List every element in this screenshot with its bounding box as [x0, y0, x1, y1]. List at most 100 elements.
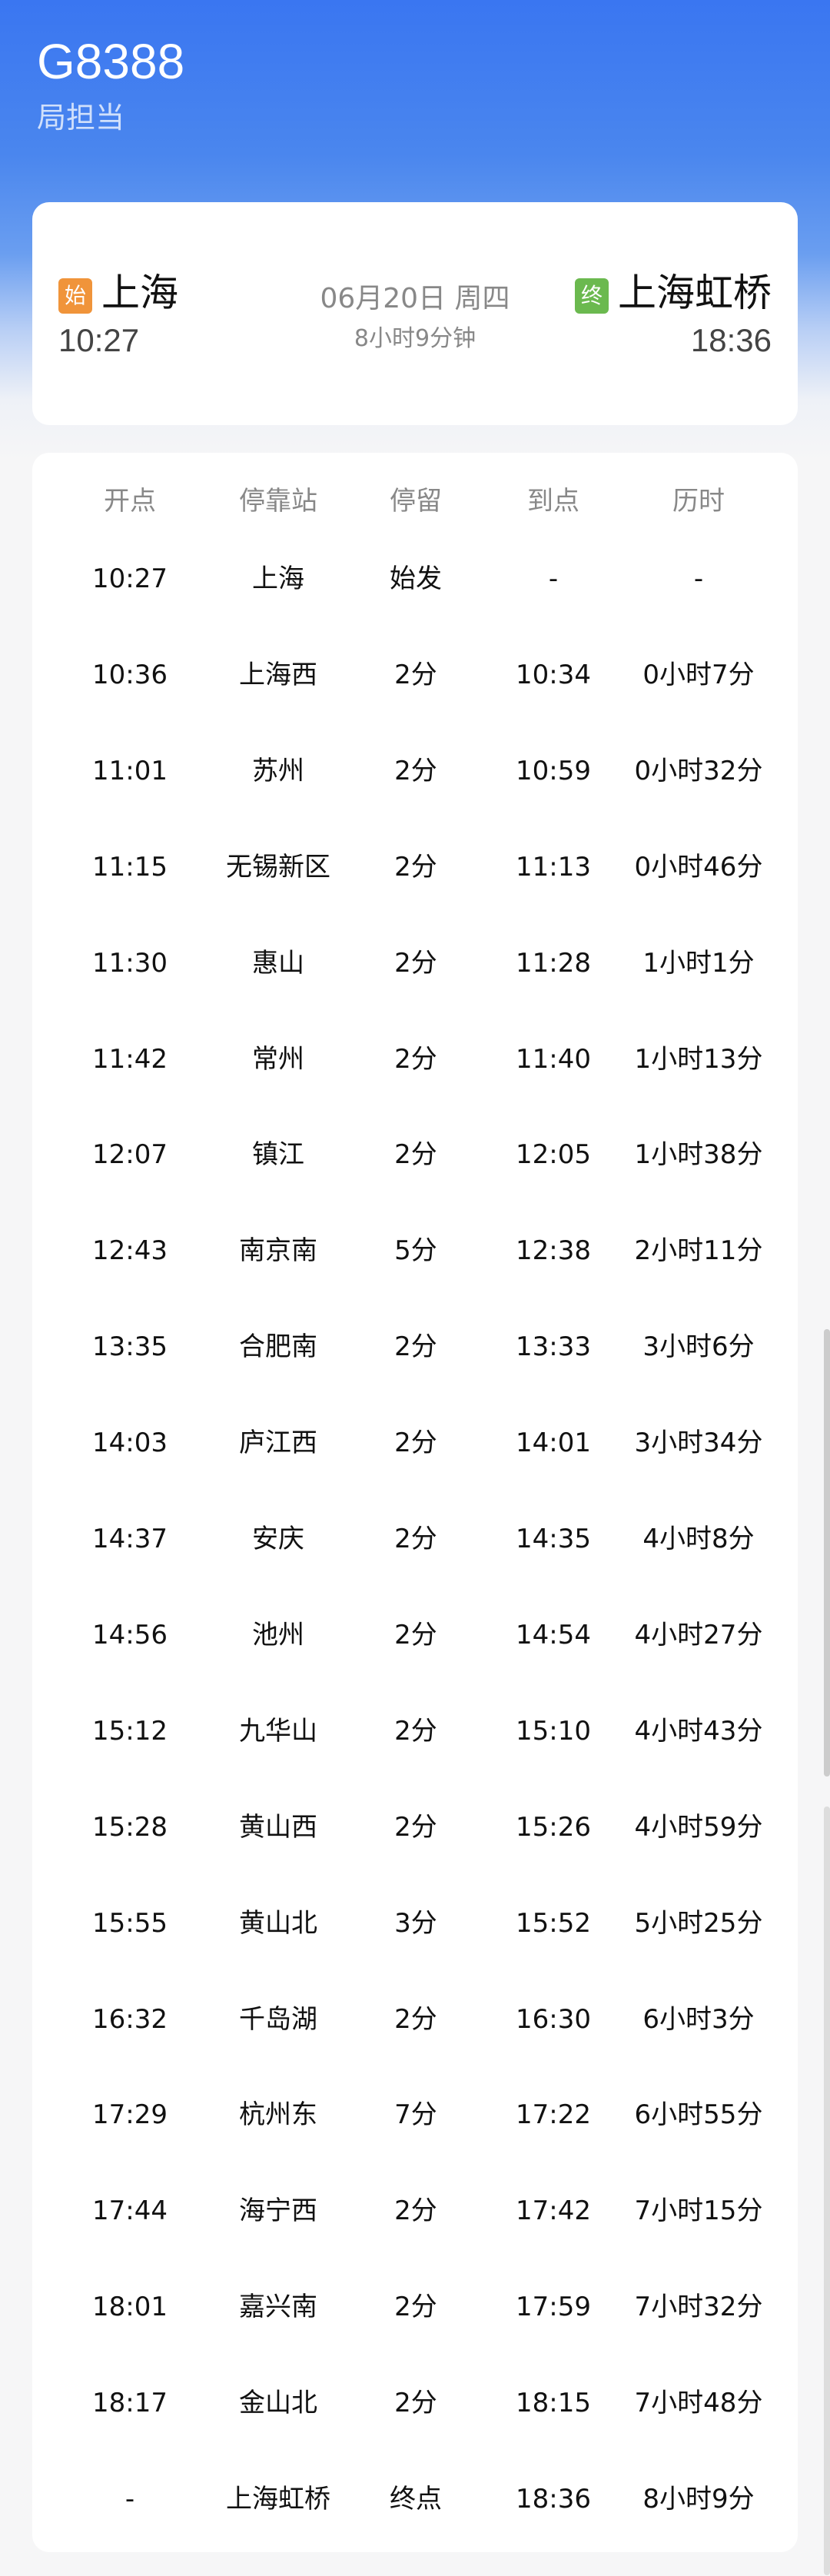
start-badge: 始: [58, 278, 92, 314]
destination: 终上海虹桥: [575, 270, 772, 316]
station: 千岛湖: [239, 2003, 317, 2035]
stop-duration: 2分: [394, 1043, 437, 1075]
stop-duration: 2分: [394, 1139, 437, 1171]
bureau-label: 局担当: [37, 101, 125, 135]
table-row: 17:44 海宁西 2分 17:42 7小时15分: [32, 2188, 798, 2234]
stop-duration: 2分: [394, 1428, 437, 1459]
station: 常州: [252, 1043, 304, 1075]
stop-duration: 终点: [390, 2484, 442, 2515]
table-row: 12:43 南京南 5分 12:38 2小时11分: [32, 1228, 798, 1274]
table-row: 10:27 上海 始发 - -: [32, 556, 798, 602]
elapsed: 1小时1分: [642, 947, 755, 979]
elapsed: 0小时32分: [634, 755, 763, 786]
station: 安庆: [252, 1524, 304, 1554]
arrive-time: 17:42: [516, 2195, 591, 2227]
arrive-time: 15:52: [516, 1907, 591, 1939]
depart-time: 12:07: [92, 1139, 168, 1171]
arrive-time: 11:40: [516, 1043, 591, 1075]
col-station: 停靠站: [239, 486, 317, 517]
stop-duration: 2分: [394, 947, 437, 979]
elapsed: 4小时43分: [634, 1715, 763, 1747]
depart-time: 14:37: [92, 1524, 168, 1554]
arrive-time: 16:30: [516, 2003, 591, 2035]
table-row: 14:03 庐江西 2分 14:01 3小时34分: [32, 1420, 798, 1466]
elapsed: 6小时55分: [634, 2099, 763, 2131]
stop-duration: 2分: [394, 2292, 437, 2323]
col-arrive: 到点: [527, 486, 579, 517]
depart-time: 16:32: [92, 2003, 168, 2035]
table-row: 17:29 杭州东 7分 17:22 6小时55分: [32, 2092, 798, 2138]
table-row: 15:55 黄山北 3分 15:52 5小时25分: [32, 1900, 798, 1946]
stop-duration: 2分: [394, 851, 437, 882]
elapsed: 4小时27分: [634, 1619, 763, 1650]
stop-duration: 始发: [390, 563, 442, 594]
trip-summary-card: 始上海 10:27 06月20日 周四 8小时9分钟 终上海虹桥 18:36: [32, 202, 798, 425]
stop-duration: 2分: [394, 1524, 437, 1554]
depart-time: 10:27: [92, 563, 168, 594]
depart-time: 14:56: [92, 1619, 168, 1650]
destination-station: 上海虹桥: [618, 271, 772, 315]
stop-duration: 2分: [394, 2195, 437, 2227]
train-number: G8388: [37, 34, 185, 89]
station: 上海西: [239, 659, 317, 690]
origin: 始上海: [58, 270, 178, 316]
departure-time: 10:27: [58, 322, 140, 358]
arrive-time: 10:59: [516, 755, 591, 786]
scrollbar[interactable]: [824, 1329, 830, 1777]
table-row: - 上海虹桥 终点 18:36 8小时9分: [32, 2476, 798, 2522]
stops-table: 开点 停靠站 停留 到点 历时 10:27 上海 始发 - -10:36 上海西 2分 10:…: [32, 453, 798, 2552]
station: 池州: [252, 1619, 304, 1650]
depart-time: 11:15: [92, 851, 168, 882]
table-row: 14:56 池州 2分 14:54 4小时27分: [32, 1612, 798, 1658]
elapsed: 4小时59分: [634, 1811, 763, 1843]
table-row: 12:07 镇江 2分 12:05 1小时38分: [32, 1132, 798, 1178]
station: 金山北: [239, 2388, 317, 2419]
stop-duration: 2分: [394, 1715, 437, 1747]
stop-duration: 2分: [394, 659, 437, 690]
elapsed: 4小时8分: [642, 1524, 755, 1554]
elapsed: 7小时48分: [634, 2388, 763, 2419]
depart-time: -: [124, 2484, 135, 2515]
elapsed: 1小时13分: [634, 1043, 763, 1075]
table-row: 16:32 千岛湖 2分 16:30 6小时3分: [32, 1996, 798, 2043]
table-row: 18:01 嘉兴南 2分 17:59 7小时32分: [32, 2284, 798, 2330]
stop-duration: 2分: [394, 1331, 437, 1363]
depart-time: 18:01: [92, 2292, 168, 2323]
table-row: 11:42 常州 2分 11:40 1小时13分: [32, 1036, 798, 1082]
station: 九华山: [239, 1715, 317, 1747]
table-row: 11:15 无锡新区 2分 11:13 0小时46分: [32, 844, 798, 890]
depart-time: 15:12: [92, 1715, 168, 1747]
table-row: 11:30 惠山 2分 11:28 1小时1分: [32, 940, 798, 986]
table-row: 15:12 九华山 2分 15:10 4小时43分: [32, 1708, 798, 1754]
station: 嘉兴南: [239, 2292, 317, 2323]
col-stop: 停留: [390, 486, 442, 517]
arrive-time: 12:38: [516, 1235, 591, 1267]
depart-time: 15:55: [92, 1907, 168, 1939]
elapsed: 2小时11分: [634, 1235, 763, 1267]
arrive-time: 17:22: [516, 2099, 591, 2131]
col-depart: 开点: [104, 486, 156, 517]
arrive-time: 13:33: [516, 1331, 591, 1363]
depart-time: 10:36: [92, 659, 168, 690]
arrive-time: 17:59: [516, 2292, 591, 2323]
depart-time: 17:29: [92, 2099, 168, 2131]
trip-duration: 8小时9分钟: [354, 325, 476, 352]
depart-time: 11:30: [92, 947, 168, 979]
arrive-time: 11:13: [516, 851, 591, 882]
travel-date: 06月20日 周四: [320, 283, 510, 314]
elapsed: 1小时38分: [634, 1139, 763, 1171]
elapsed: 3小时6分: [642, 1331, 755, 1363]
scrollbar-track[interactable]: [824, 1807, 830, 2575]
elapsed: 5小时25分: [634, 1907, 763, 1939]
elapsed: 7小时32分: [634, 2292, 763, 2323]
arrive-time: 14:01: [516, 1428, 591, 1459]
arrive-time: 14:35: [516, 1524, 591, 1554]
station: 黄山北: [239, 1907, 317, 1939]
elapsed: 6小时3分: [642, 2003, 755, 2035]
station: 合肥南: [239, 1331, 317, 1363]
depart-time: 18:17: [92, 2388, 168, 2419]
depart-time: 11:01: [92, 755, 168, 786]
station: 南京南: [239, 1235, 317, 1267]
station: 庐江西: [239, 1428, 317, 1459]
station: 海宁西: [239, 2195, 317, 2227]
